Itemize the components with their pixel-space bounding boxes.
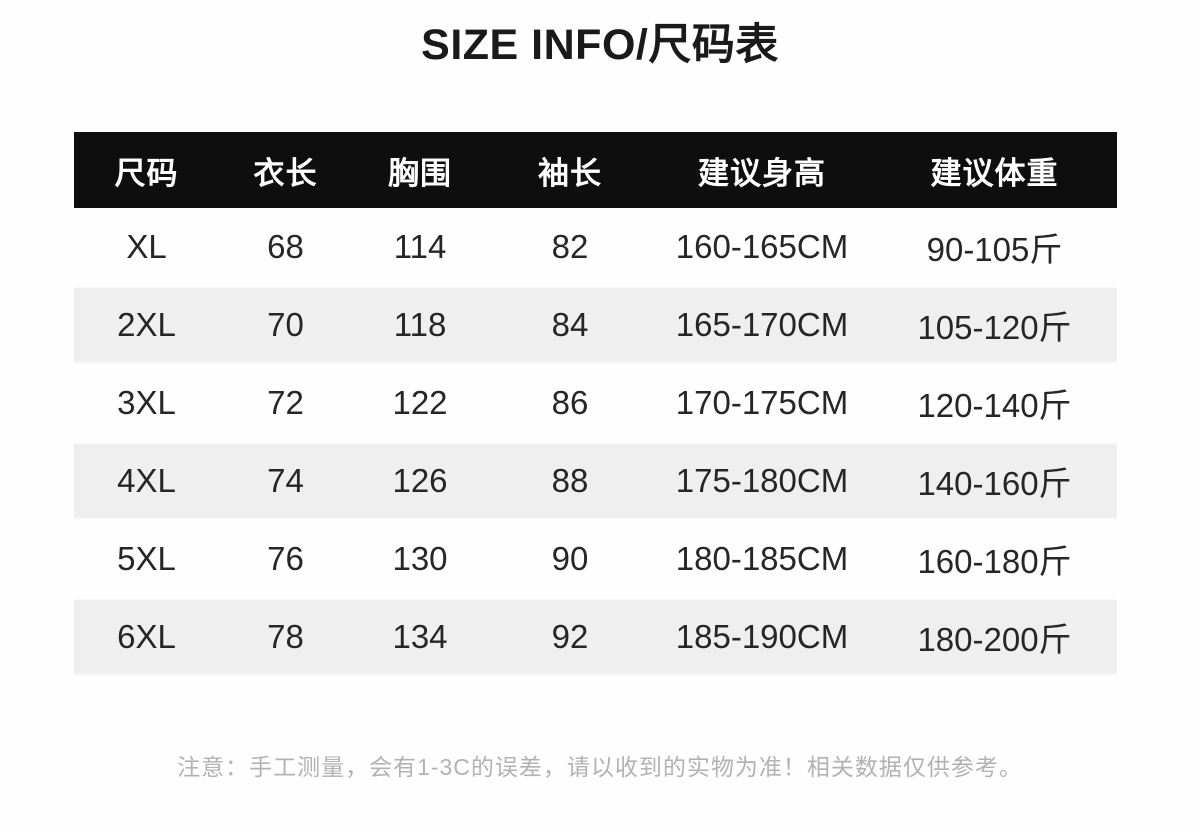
cell-length: 72 [267,384,304,421]
header-cell-size: 尺码 [114,155,179,191]
cell-length: 68 [267,228,304,265]
cell-weight: 90-105斤 [926,231,1063,268]
table-header-row: 尺码 衣长 胸围 袖长 建议身高 建议体重 [74,132,1117,208]
cell-height: 175-180CM [675,462,849,499]
cell-weight: 140-160斤 [917,465,1072,502]
size-info-page: SIZE INFO/尺码表 尺码 衣长 胸围 袖长 建议身高 建议体重 XL 6… [0,10,1200,782]
table-row-4xl: 4XL 74 126 88 175-180CM 140-160斤 [74,442,1117,520]
cell-size: 2XL [117,306,176,343]
cell-weight: 160-180斤 [917,543,1072,580]
page-title: SIZE INFO/尺码表 [421,21,779,69]
table-row-2xl: 2XL 70 118 84 165-170CM 105-120斤 [74,286,1117,364]
measurement-note: 注意：手工测量，会有1-3C的误差，请以收到的实物为准！相关数据仅供参考。 [177,754,1023,780]
cell-chest: 126 [392,462,448,499]
cell-height: 180-185CM [675,540,849,577]
cell-size: 6XL [117,618,176,655]
cell-weight: 180-200斤 [917,621,1072,658]
cell-chest: 130 [392,540,448,577]
cell-length: 76 [267,540,304,577]
header-cell-height: 建议身高 [698,155,826,191]
header-cell-weight: 建议体重 [930,155,1059,191]
table-row-3xl: 3XL 72 122 86 170-175CM 120-140斤 [74,364,1117,442]
cell-height: 165-170CM [675,306,849,343]
header-cell-chest: 胸围 [388,155,452,191]
size-table: 尺码 衣长 胸围 袖长 建议身高 建议体重 XL 68 114 82 160-1… [74,132,1117,676]
cell-sleeve: 88 [551,462,589,499]
cell-height: 170-175CM [675,384,849,421]
cell-size: 5XL [117,540,176,577]
cell-chest: 122 [392,384,448,421]
cell-weight: 105-120斤 [917,309,1072,346]
cell-chest: 114 [393,228,447,265]
cell-chest: 134 [392,618,448,655]
cell-sleeve: 82 [551,228,589,265]
cell-height: 160-165CM [675,228,849,265]
cell-sleeve: 90 [551,540,589,577]
cell-sleeve: 86 [551,384,589,421]
cell-length: 74 [267,462,304,499]
header-cell-length: 衣长 [253,155,318,191]
table-row-xl: XL 68 114 82 160-165CM 90-105斤 [74,208,1117,286]
table-row-6xl: 6XL 78 134 92 185-190CM 180-200斤 [74,598,1117,676]
header-cell-sleeve: 袖长 [538,155,602,191]
cell-size: 3XL [117,384,176,421]
cell-chest: 118 [393,306,447,343]
cell-sleeve: 84 [551,306,589,343]
cell-weight: 120-140斤 [917,387,1072,424]
table-row-5xl: 5XL 76 130 90 180-185CM 160-180斤 [74,520,1117,598]
cell-size: 4XL [117,462,176,499]
cell-sleeve: 92 [551,618,589,655]
cell-length: 78 [267,618,304,655]
cell-size: XL [126,228,167,265]
cell-height: 185-190CM [675,618,849,655]
cell-length: 70 [267,306,304,343]
